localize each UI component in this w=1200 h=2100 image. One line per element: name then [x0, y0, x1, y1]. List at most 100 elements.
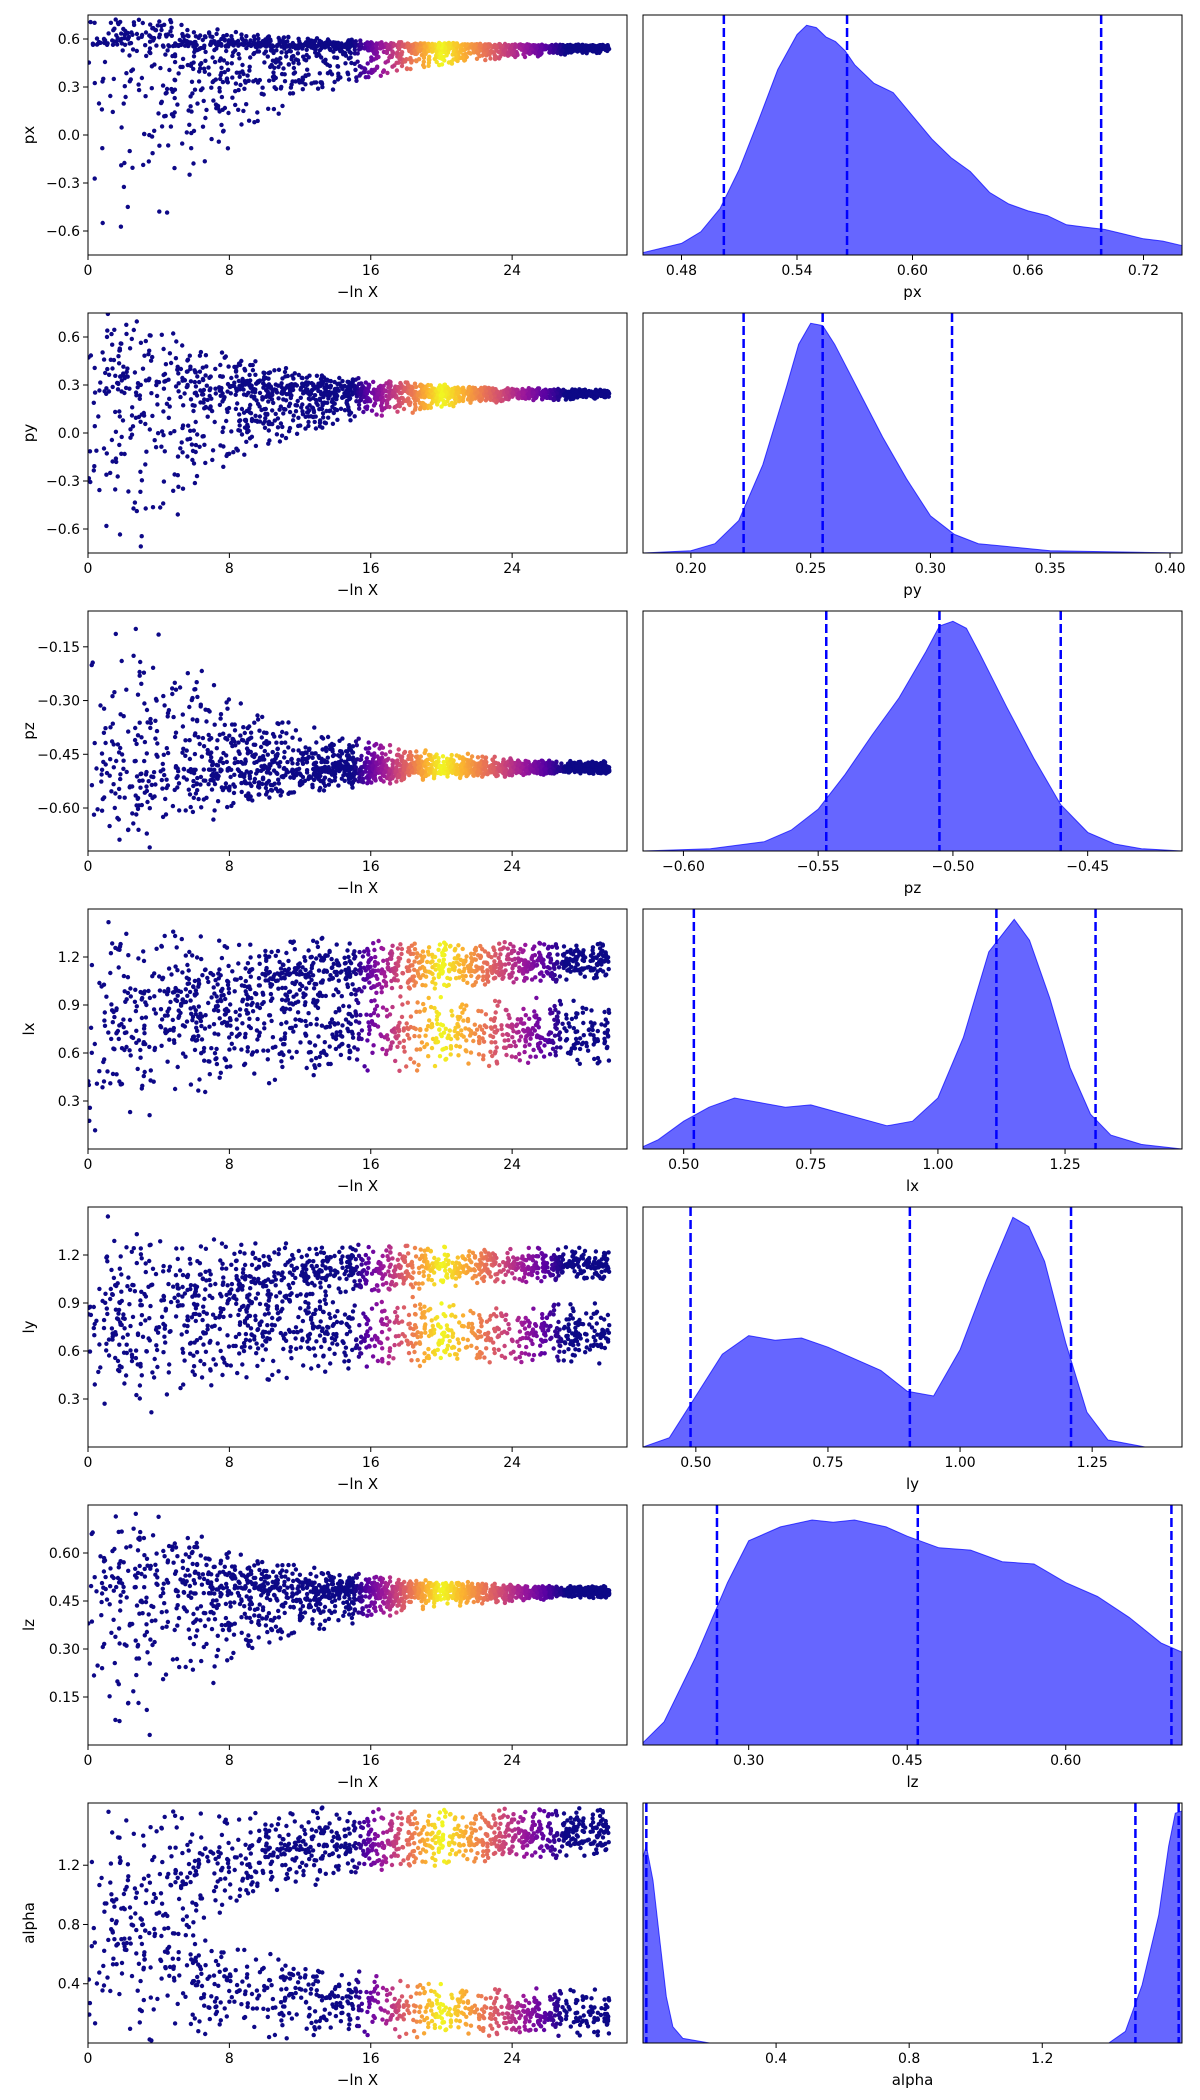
- trace-point: [362, 46, 367, 51]
- trace-point: [177, 685, 183, 690]
- trace-point: [396, 747, 401, 752]
- trace-point: [346, 408, 352, 414]
- trace-point: [270, 758, 275, 763]
- trace-point: [206, 65, 211, 70]
- trace-point: [173, 687, 179, 692]
- trace-point: [218, 712, 224, 717]
- trace-point: [222, 38, 227, 43]
- trace-point: [213, 42, 219, 47]
- trace-point: [244, 102, 249, 107]
- trace-point: [434, 49, 439, 54]
- trace-point: [558, 52, 564, 57]
- trace-point: [213, 391, 218, 396]
- trace-point: [547, 46, 553, 51]
- trace-point: [490, 388, 496, 393]
- trace-point: [188, 379, 194, 384]
- trace-point: [314, 53, 319, 59]
- trace-point: [403, 380, 408, 385]
- trace-point: [221, 464, 226, 469]
- trace-point: [421, 59, 426, 64]
- trace-point: [274, 740, 279, 745]
- trace-point: [383, 388, 388, 393]
- trace-point: [129, 336, 134, 342]
- trace-point: [560, 48, 565, 53]
- trace-point: [383, 60, 388, 65]
- trace-point: [225, 146, 231, 151]
- trace-point: [394, 68, 400, 73]
- trace-point: [121, 758, 126, 763]
- trace-point: [403, 59, 408, 64]
- trace-point: [101, 446, 107, 451]
- trace-point: [323, 57, 328, 62]
- trace-point: [102, 795, 107, 800]
- x-tick-label: 0.30: [915, 561, 946, 577]
- trace-point: [265, 54, 270, 59]
- trace-point: [101, 759, 106, 765]
- trace-point: [537, 49, 542, 55]
- trace-point: [197, 353, 203, 358]
- trace-point: [117, 414, 123, 419]
- trace-point: [134, 774, 140, 779]
- trace-point: [209, 408, 215, 414]
- trace-point: [384, 758, 390, 763]
- trace-point: [271, 400, 276, 406]
- trace-point: [233, 89, 238, 94]
- trace-point: [408, 750, 413, 755]
- trace-point: [237, 384, 242, 389]
- trace-point: [150, 26, 155, 31]
- trace-point: [226, 41, 231, 46]
- trace-point: [273, 411, 278, 417]
- trace-point: [306, 391, 311, 396]
- trace-point: [317, 71, 322, 76]
- trace-point: [246, 390, 251, 395]
- trace-point: [140, 366, 146, 371]
- trace-point: [336, 41, 341, 46]
- trace-point: [552, 46, 557, 52]
- trace-point: [101, 36, 107, 42]
- trace-point: [353, 67, 358, 73]
- trace-point: [283, 740, 288, 745]
- trace-point: [526, 396, 532, 401]
- trace-point: [362, 66, 367, 71]
- trace-point: [318, 778, 323, 784]
- trace-point: [374, 412, 379, 417]
- trace-point: [105, 313, 111, 317]
- trace-point: [311, 777, 317, 783]
- trace-point: [150, 354, 155, 360]
- trace-point: [345, 749, 350, 754]
- trace-point: [240, 62, 245, 68]
- trace-point: [265, 752, 270, 757]
- trace-point: [213, 102, 219, 107]
- trace-point: [286, 62, 292, 67]
- trace-point: [267, 795, 272, 800]
- trace-point: [210, 448, 216, 453]
- trace-panel-py: 0 8 16 24−0.6−0.30.00.30.6−ln Xpy: [20, 312, 628, 599]
- trace-point: [177, 808, 182, 813]
- trace-point: [97, 388, 102, 393]
- trace-point: [230, 95, 235, 100]
- trace-point: [143, 30, 149, 35]
- trace-point: [174, 339, 179, 344]
- trace-point: [139, 75, 145, 81]
- trace-point: [323, 392, 328, 397]
- trace-point: [281, 66, 286, 71]
- trace-point: [298, 395, 303, 400]
- trace-point: [266, 399, 271, 404]
- trace-point: [248, 402, 253, 408]
- trace-y-label: px: [20, 126, 38, 145]
- trace-point: [276, 781, 282, 786]
- trace-point: [270, 731, 276, 737]
- trace-point: [159, 429, 165, 434]
- trace-point: [116, 786, 122, 792]
- trace-point: [178, 394, 183, 400]
- y-tick-label: −0.6: [46, 224, 80, 240]
- trace-point: [369, 58, 374, 63]
- trace-point: [314, 43, 319, 49]
- trace-point: [287, 401, 293, 406]
- trace-point: [102, 59, 108, 65]
- trace-point: [113, 631, 119, 637]
- trace-point: [372, 401, 378, 406]
- trace-point: [198, 702, 203, 707]
- trace-point: [160, 43, 166, 48]
- trace-point: [108, 20, 114, 25]
